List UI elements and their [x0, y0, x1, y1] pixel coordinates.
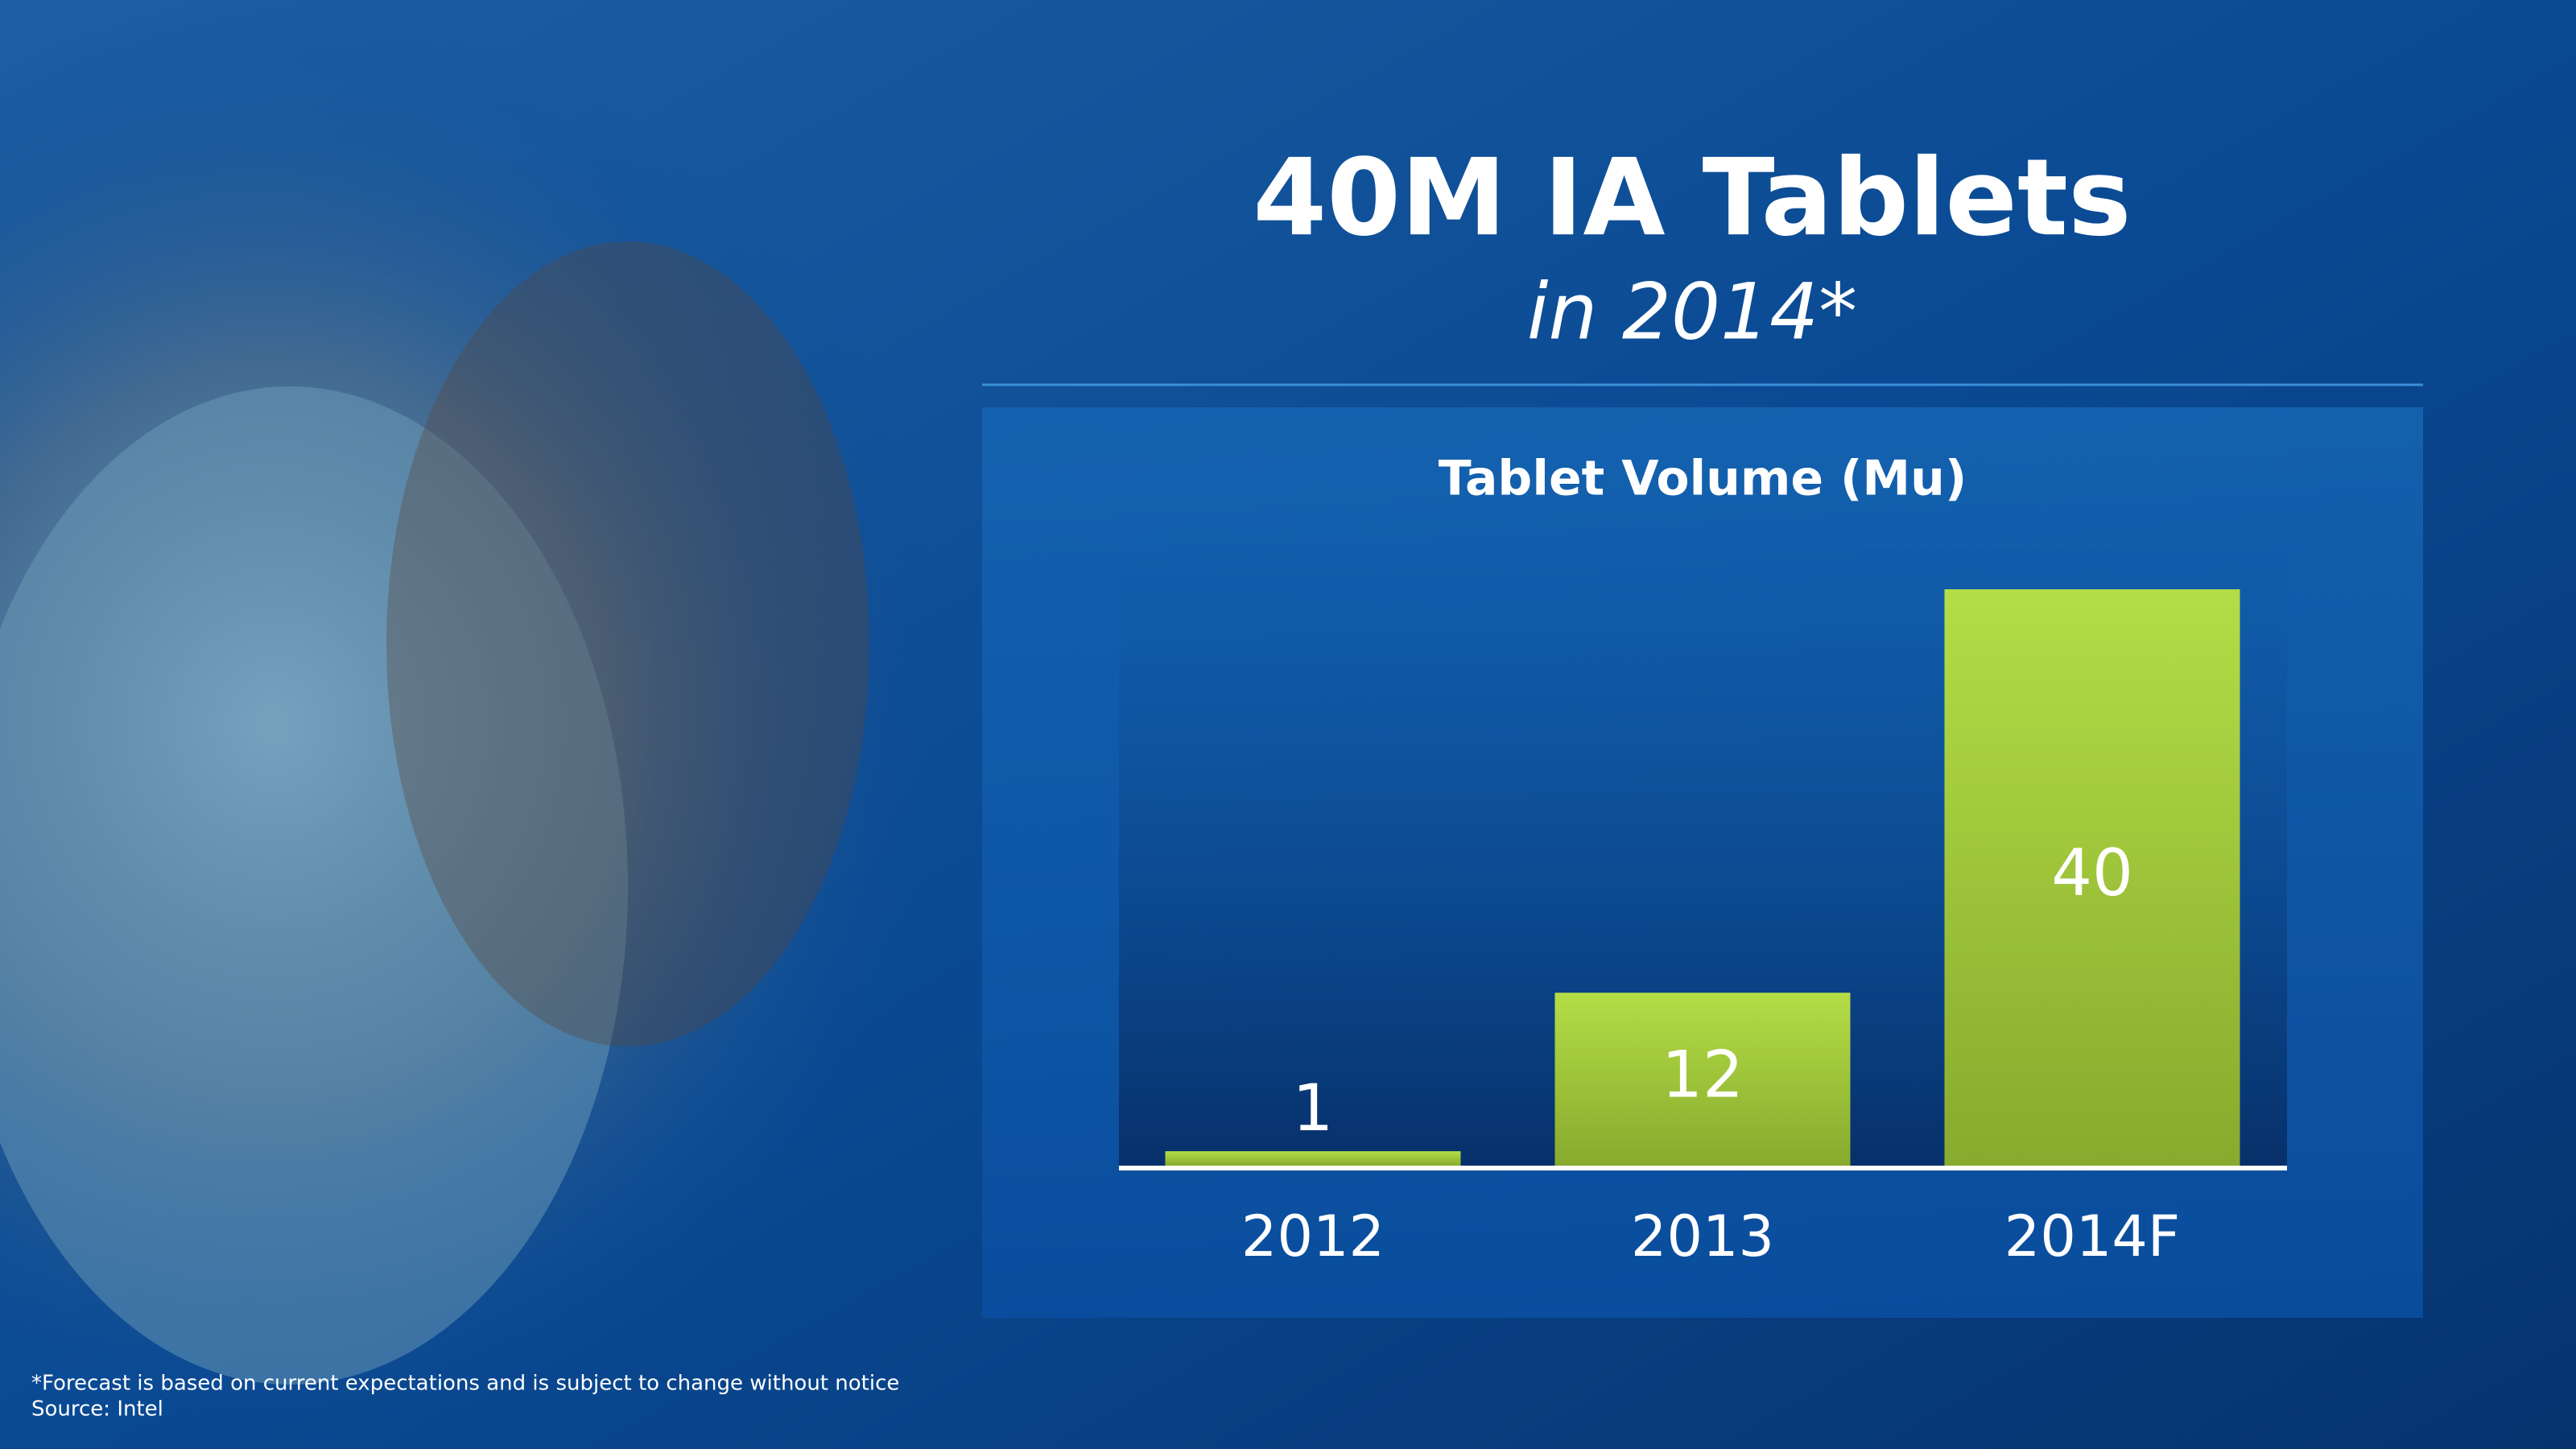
value-label: 1 [1293, 1071, 1334, 1146]
x-tick-label: 2012 [1241, 1203, 1385, 1269]
value-label: 12 [1662, 1038, 1744, 1113]
chart-title: Tablet Volume (Mu) [1439, 451, 1967, 507]
value-label: 40 [2051, 836, 2133, 910]
slide-subtitle: in 2014* [1527, 266, 1857, 357]
bar [1944, 589, 2240, 1166]
slide-title: 40M IA Tablets [1253, 136, 2131, 260]
bar [1554, 993, 1851, 1166]
photo-figure [386, 242, 869, 1046]
photo-figure [0, 386, 628, 1385]
x-tick-label: 2013 [1631, 1203, 1774, 1269]
footnote: Source: Intel [31, 1397, 163, 1422]
footnote: *Forecast is based on current expectatio… [31, 1372, 899, 1396]
x-tick-label: 2014F [2004, 1203, 2180, 1269]
bar [1165, 1151, 1461, 1166]
